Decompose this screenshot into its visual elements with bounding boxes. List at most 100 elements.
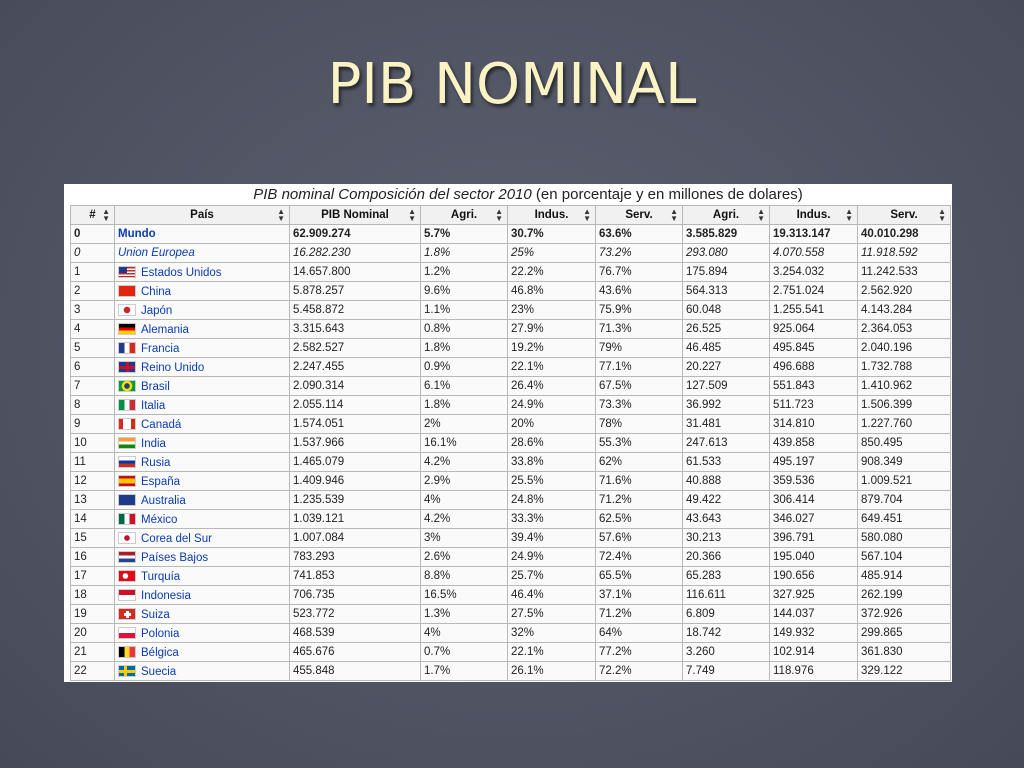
column-header[interactable]: # ▲ ▼ (70, 205, 115, 225)
table-row: 14 México 1.039.121 4.2% 33.3% 62.5% 43.643 346… (70, 509, 951, 529)
table-row: 19 Suiza 523.772 1.3% 27.5% 71.2% 6.809 144.037… (70, 604, 951, 624)
flag-in-icon (118, 436, 136, 449)
cell-n: 16 (70, 547, 115, 567)
country-link[interactable]: Brasil (141, 380, 170, 393)
cell-agri-pct: 0.8% (420, 319, 508, 339)
sort-arrows-icon[interactable]: ▲ ▼ (277, 207, 285, 223)
cell-agri: 46.485 (682, 338, 770, 358)
cell-agri: 3.260 (682, 642, 770, 662)
sort-arrows-icon[interactable]: ▲ ▼ (670, 207, 678, 223)
cell-pib: 783.293 (289, 547, 421, 567)
sort-arrows-icon[interactable]: ▲ ▼ (583, 207, 591, 223)
flag-us-icon (118, 265, 136, 278)
cell-indus-pct: 22.1% (507, 357, 596, 377)
column-header[interactable]: Agri. ▲ ▼ (420, 205, 508, 225)
sort-arrows-icon[interactable]: ▲ ▼ (102, 207, 110, 223)
cell-agri: 61.533 (682, 452, 770, 472)
cell-n: 3 (70, 300, 115, 320)
country-link[interactable]: Italia (141, 399, 166, 412)
column-header[interactable]: Indus. ▲ ▼ (507, 205, 596, 225)
country-link[interactable]: Australia (141, 494, 186, 507)
country-link[interactable]: Suiza (141, 608, 170, 621)
cell-serv-pct: 76.7% (595, 262, 683, 282)
country-cell: México (114, 509, 290, 529)
cell-indus-pct: 22.1% (507, 642, 596, 662)
cell-serv-pct: 55.3% (595, 433, 683, 453)
country-link[interactable]: Mundo (118, 228, 156, 240)
country-link[interactable]: India (141, 437, 166, 450)
country-link[interactable]: Japón (141, 304, 173, 317)
cell-agri: 20.227 (682, 357, 770, 377)
column-header-label: Agri. (712, 209, 740, 221)
column-header-label: PIB Nominal (321, 209, 389, 221)
column-header[interactable]: PIB Nominal ▲ ▼ (289, 205, 421, 225)
cell-agri: 3.585.829 (682, 224, 770, 244)
cell-agri-pct: 1.8% (420, 395, 508, 415)
country-link[interactable]: España (141, 475, 181, 488)
table-row: 12 España 1.409.946 2.9% 25.5% 71.6% 40.888 359… (70, 471, 951, 491)
column-header[interactable]: Serv. ▲ ▼ (595, 205, 683, 225)
column-header-label: Indus. (796, 209, 831, 221)
country-link[interactable]: Bélgica (141, 646, 179, 659)
cell-indus: 2.751.024 (769, 281, 858, 301)
cell-serv: 2.364.053 (857, 319, 951, 339)
country-link[interactable]: Suecia (141, 665, 177, 678)
country-link[interactable]: México (141, 513, 178, 526)
sort-arrows-icon[interactable]: ▲ ▼ (938, 207, 946, 223)
cell-agri: 18.742 (682, 623, 770, 643)
caption-units: (en porcentaje y en millones de dolares) (535, 186, 803, 203)
table-row: 20 Polonia 468.539 4% 32% 64% 18.742 149.932 299… (70, 623, 951, 643)
cell-indus-pct: 24.9% (507, 547, 596, 567)
country-link[interactable]: China (141, 285, 172, 298)
cell-serv: 4.143.284 (857, 300, 951, 320)
country-link[interactable]: Canadá (141, 418, 182, 431)
country-link[interactable]: Reino Unido (141, 361, 205, 374)
cell-serv-pct: 71.6% (595, 471, 683, 491)
country-cell: Rusia (114, 452, 290, 472)
cell-indus: 359.536 (769, 471, 858, 491)
cell-n: 12 (70, 471, 115, 491)
cell-serv-pct: 73.3% (595, 395, 683, 415)
column-header[interactable]: Agri. ▲ ▼ (682, 205, 770, 225)
cell-indus: 495.197 (769, 452, 858, 472)
table-row: 21 Bélgica 465.676 0.7% 22.1% 77.2% 3.260 102.9… (70, 642, 951, 662)
cell-indus: 102.914 (769, 642, 858, 662)
cell-n: 6 (70, 357, 115, 377)
country-link[interactable]: Union Europea (118, 247, 195, 259)
country-link[interactable]: Alemania (141, 323, 189, 336)
cell-agri-pct: 4.2% (420, 452, 508, 472)
cell-pib: 706.735 (289, 585, 421, 605)
country-cell: Alemania (114, 319, 290, 339)
country-link[interactable]: Polonia (141, 627, 180, 640)
cell-indus: 314.810 (769, 414, 858, 434)
column-header[interactable]: País ▲ ▼ (114, 205, 290, 225)
cell-n: 21 (70, 642, 115, 662)
country-link[interactable]: Estados Unidos (141, 266, 222, 279)
sort-arrows-icon[interactable]: ▲ ▼ (495, 207, 503, 223)
column-header[interactable]: Serv. ▲ ▼ (857, 205, 951, 225)
sort-arrows-icon[interactable]: ▲ ▼ (757, 207, 765, 223)
table-row: 2 China 5.878.257 9.6% 46.8% 43.6% 564.313 2.75… (70, 281, 951, 301)
cell-indus: 144.037 (769, 604, 858, 624)
cell-agri-pct: 4% (420, 490, 508, 510)
column-header[interactable]: Indus. ▲ ▼ (769, 205, 858, 225)
caption-title: PIB nominal Composición del sector 2010 (253, 186, 532, 203)
cell-pib: 741.853 (289, 566, 421, 586)
cell-indus: 925.064 (769, 319, 858, 339)
country-link[interactable]: Países Bajos (141, 551, 209, 564)
country-link[interactable]: Corea del Sur (141, 532, 212, 545)
country-link[interactable]: Indonesia (141, 589, 191, 602)
country-link[interactable]: Rusia (141, 456, 171, 469)
sort-arrows-icon[interactable]: ▲ ▼ (845, 207, 853, 223)
cell-indus: 495.845 (769, 338, 858, 358)
country-cell: Francia (114, 338, 290, 358)
table-caption: PIB nominal Composición del sector 2010 … (64, 184, 952, 205)
cell-agri-pct: 1.8% (420, 338, 508, 358)
country-link[interactable]: Francia (141, 342, 180, 355)
flag-pl-icon (118, 626, 136, 639)
sort-arrows-icon[interactable]: ▲ ▼ (408, 207, 416, 223)
country-link[interactable]: Turquía (141, 570, 181, 583)
cell-pib: 62.909.274 (289, 224, 421, 244)
cell-agri: 127.509 (682, 376, 770, 396)
cell-indus: 306.414 (769, 490, 858, 510)
